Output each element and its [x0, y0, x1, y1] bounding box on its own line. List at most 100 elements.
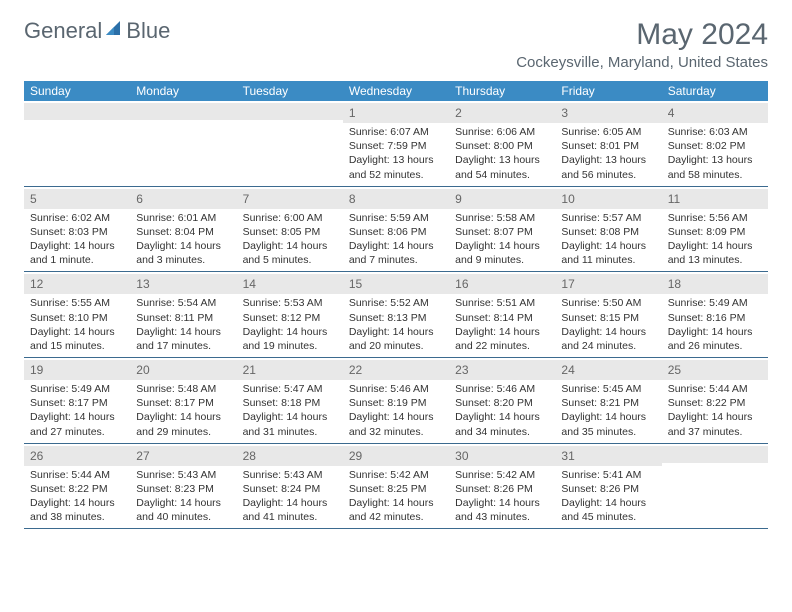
daylight-text: Daylight: 14 hours and 35 minutes. [561, 410, 655, 438]
day-info: Sunrise: 6:00 AMSunset: 8:05 PMDaylight:… [243, 211, 337, 268]
day-number: 10 [561, 192, 574, 206]
daylight-text: Daylight: 13 hours and 54 minutes. [455, 153, 549, 181]
sunrise-text: Sunrise: 6:06 AM [455, 125, 549, 139]
sunset-text: Sunset: 7:59 PM [349, 139, 443, 153]
day-cell: 18Sunrise: 5:49 AMSunset: 8:16 PMDayligh… [662, 272, 768, 357]
logo-text-blue: Blue [126, 18, 170, 44]
sunset-text: Sunset: 8:17 PM [136, 396, 230, 410]
day-cell: 13Sunrise: 5:54 AMSunset: 8:11 PMDayligh… [130, 272, 236, 357]
daylight-text: Daylight: 14 hours and 7 minutes. [349, 239, 443, 267]
day-number: 26 [30, 449, 43, 463]
sunrise-text: Sunrise: 5:51 AM [455, 296, 549, 310]
day-info: Sunrise: 5:46 AMSunset: 8:19 PMDaylight:… [349, 382, 443, 439]
day-info: Sunrise: 5:48 AMSunset: 8:17 PMDaylight:… [136, 382, 230, 439]
sunrise-text: Sunrise: 6:01 AM [136, 211, 230, 225]
daylight-text: Daylight: 14 hours and 13 minutes. [668, 239, 762, 267]
day-number: 27 [136, 449, 149, 463]
day-cell: 17 Sunrise: 5:50 AMSunset: 8:15 PMDayligh… [555, 272, 661, 357]
day-cell: 29Sunrise: 5:42 AMSunset: 8:25 PMDayligh… [343, 444, 449, 529]
day-number: 21 [243, 363, 256, 377]
sunset-text: Sunset: 8:13 PM [349, 311, 443, 325]
title-block: May 2024 Cockeysville, Maryland, United … [516, 18, 768, 71]
day-number: 14 [243, 277, 256, 291]
day-cell: 1Sunrise: 6:07 AMSunset: 7:59 PMDaylight… [343, 101, 449, 186]
day-info: Sunrise: 5:53 AMSunset: 8:12 PMDaylight:… [243, 296, 337, 353]
daylight-text: Daylight: 14 hours and 31 minutes. [243, 410, 337, 438]
daylight-text: Daylight: 14 hours and 34 minutes. [455, 410, 549, 438]
daylight-text: Daylight: 14 hours and 40 minutes. [136, 496, 230, 524]
sunset-text: Sunset: 8:04 PM [136, 225, 230, 239]
day-number: 1 [349, 106, 356, 120]
sunset-text: Sunset: 8:21 PM [561, 396, 655, 410]
sunrise-text: Sunrise: 5:45 AM [561, 382, 655, 396]
sunrise-text: Sunrise: 5:56 AM [668, 211, 762, 225]
day-cell: 22Sunrise: 5:46 AMSunset: 8:19 PMDayligh… [343, 358, 449, 443]
month-title: May 2024 [516, 18, 768, 52]
sunrise-text: Sunrise: 5:43 AM [243, 468, 337, 482]
day-cell: 28Sunrise: 5:43 AMSunset: 8:24 PMDayligh… [237, 444, 343, 529]
day-number: 11 [668, 192, 680, 206]
day-number: 24 [561, 363, 574, 377]
day-cell [662, 444, 768, 529]
day-info: Sunrise: 5:46 AMSunset: 8:20 PMDaylight:… [455, 382, 549, 439]
sunrise-text: Sunrise: 6:02 AM [30, 211, 124, 225]
day-cell: 21Sunrise: 5:47 AMSunset: 8:18 PMDayligh… [237, 358, 343, 443]
sunrise-text: Sunrise: 5:46 AM [455, 382, 549, 396]
sunrise-text: Sunrise: 5:58 AM [455, 211, 549, 225]
sunrise-text: Sunrise: 5:57 AM [561, 211, 655, 225]
day-number: 17 [561, 277, 574, 291]
daylight-text: Daylight: 14 hours and 41 minutes. [243, 496, 337, 524]
day-number: 25 [668, 363, 681, 377]
day-cell: 16Sunrise: 5:51 AMSunset: 8:14 PMDayligh… [449, 272, 555, 357]
sunrise-text: Sunrise: 5:55 AM [30, 296, 124, 310]
daylight-text: Daylight: 14 hours and 27 minutes. [30, 410, 124, 438]
day-cell: 26Sunrise: 5:44 AMSunset: 8:22 PMDayligh… [24, 444, 130, 529]
day-info: Sunrise: 5:55 AMSunset: 8:10 PMDaylight:… [30, 296, 124, 353]
sunset-text: Sunset: 8:22 PM [668, 396, 762, 410]
sunset-text: Sunset: 8:23 PM [136, 482, 230, 496]
sunset-text: Sunset: 8:10 PM [30, 311, 124, 325]
day-cell [130, 101, 236, 186]
day-info: Sunrise: 5:59 AMSunset: 8:06 PMDaylight:… [349, 211, 443, 268]
sunrise-text: Sunrise: 5:44 AM [30, 468, 124, 482]
sunset-text: Sunset: 8:02 PM [668, 139, 762, 153]
sunset-text: Sunset: 8:16 PM [668, 311, 762, 325]
sunset-text: Sunset: 8:12 PM [243, 311, 337, 325]
day-cell: 8 Sunrise: 5:59 AMSunset: 8:06 PMDaylight… [343, 187, 449, 272]
sunset-text: Sunset: 8:14 PM [455, 311, 549, 325]
day-info: Sunrise: 5:50 AMSunset: 8:15 PMDaylight:… [561, 296, 655, 353]
sunrise-text: Sunrise: 5:54 AM [136, 296, 230, 310]
day-number: 8 [349, 192, 356, 206]
logo: General Blue [24, 18, 170, 44]
sunset-text: Sunset: 8:26 PM [455, 482, 549, 496]
sunrise-text: Sunrise: 6:00 AM [243, 211, 337, 225]
sunrise-text: Sunrise: 5:52 AM [349, 296, 443, 310]
sunrise-text: Sunrise: 5:49 AM [668, 296, 762, 310]
sunset-text: Sunset: 8:01 PM [561, 139, 655, 153]
day-info: Sunrise: 5:58 AMSunset: 8:07 PMDaylight:… [455, 211, 549, 268]
daylight-text: Daylight: 14 hours and 15 minutes. [30, 325, 124, 353]
day-cell: 3Sunrise: 6:05 AMSunset: 8:01 PMDaylight… [555, 101, 661, 186]
day-cell [24, 101, 130, 186]
day-cell: 5Sunrise: 6:02 AMSunset: 8:03 PMDaylight… [24, 187, 130, 272]
daylight-text: Daylight: 14 hours and 1 minute. [30, 239, 124, 267]
day-info: Sunrise: 6:01 AMSunset: 8:04 PMDaylight:… [136, 211, 230, 268]
page-header: General Blue May 2024 Cockeysville, Mary… [24, 18, 768, 71]
day-cell [237, 101, 343, 186]
week-row: 12Sunrise: 5:55 AMSunset: 8:10 PMDayligh… [24, 272, 768, 358]
daylight-text: Daylight: 14 hours and 19 minutes. [243, 325, 337, 353]
day-info: Sunrise: 5:42 AMSunset: 8:25 PMDaylight:… [349, 468, 443, 525]
sunrise-text: Sunrise: 6:07 AM [349, 125, 443, 139]
weekday-header: Tuesday [237, 81, 343, 101]
sunset-text: Sunset: 8:19 PM [349, 396, 443, 410]
sunset-text: Sunset: 8:03 PM [30, 225, 124, 239]
day-info: Sunrise: 5:51 AMSunset: 8:14 PMDaylight:… [455, 296, 549, 353]
sunset-text: Sunset: 8:06 PM [349, 225, 443, 239]
daylight-text: Daylight: 14 hours and 17 minutes. [136, 325, 230, 353]
day-cell: 15Sunrise: 5:52 AMSunset: 8:13 PMDayligh… [343, 272, 449, 357]
day-cell: 19Sunrise: 5:49 AMSunset: 8:17 PMDayligh… [24, 358, 130, 443]
day-info: Sunrise: 6:02 AMSunset: 8:03 PMDaylight:… [30, 211, 124, 268]
daylight-text: Daylight: 14 hours and 43 minutes. [455, 496, 549, 524]
day-cell: 6Sunrise: 6:01 AMSunset: 8:04 PMDaylight… [130, 187, 236, 272]
day-info: Sunrise: 5:44 AMSunset: 8:22 PMDaylight:… [668, 382, 762, 439]
